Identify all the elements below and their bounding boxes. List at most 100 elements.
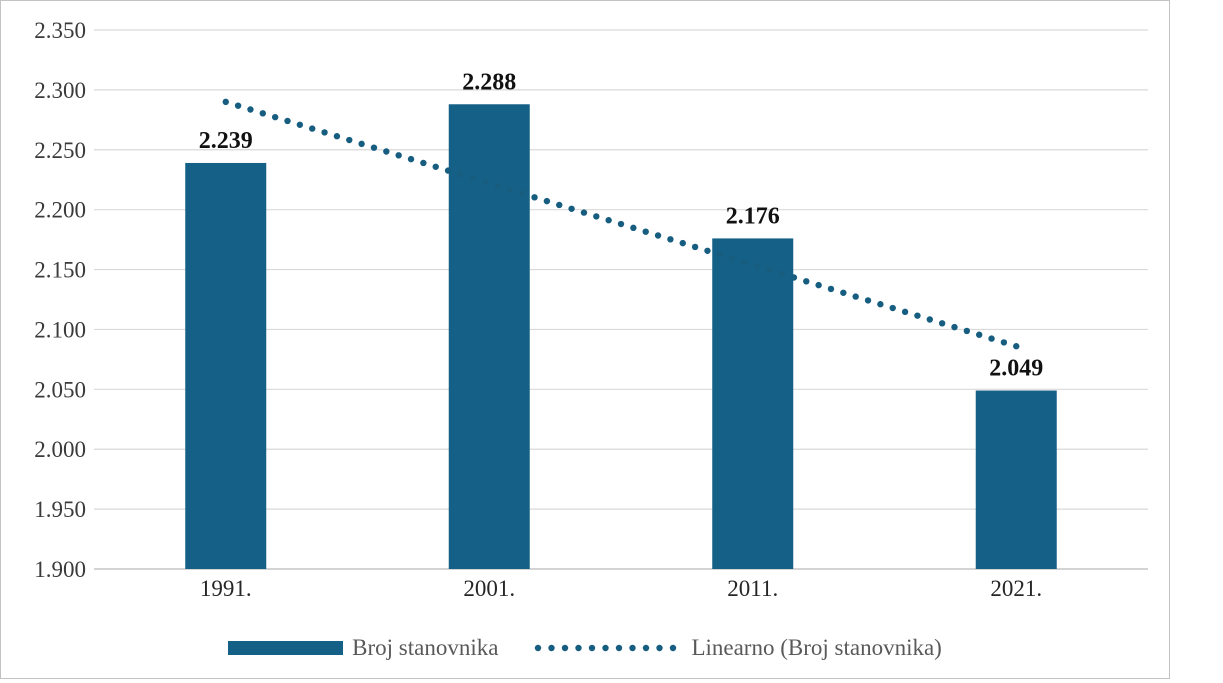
legend: Broj stanovnika Linearno (Broj stanovnik…	[1, 635, 1169, 661]
trendline-dot	[383, 148, 390, 155]
trendline-dot	[938, 320, 946, 327]
trendline-dot	[667, 236, 674, 243]
trendline-dot	[840, 289, 847, 296]
y-axis-tick-label: 2.300	[34, 78, 86, 103]
trendline-dot	[543, 197, 551, 205]
y-axis-tick-label: 2.050	[34, 377, 86, 402]
trendline-dot	[556, 201, 563, 209]
trendline-dot	[1013, 343, 1020, 350]
trendline-dot	[518, 190, 526, 197]
trendline-dot	[728, 255, 736, 262]
y-axis-tick-label: 1.900	[34, 557, 86, 582]
y-axis-tick-label: 2.200	[34, 198, 86, 223]
trendline-dot	[494, 182, 501, 190]
legend-label-linearno: Linearno (Broj stanovnika)	[691, 635, 942, 660]
trendline-dot	[988, 335, 995, 342]
y-axis-tick-label: 2.000	[34, 437, 86, 462]
legend-trendline-dot	[575, 644, 583, 652]
trendline-dot	[222, 98, 229, 106]
bar-1991.	[185, 162, 267, 569]
trendline-dot	[790, 274, 798, 281]
trendline-dot	[803, 278, 810, 285]
trendline-dot	[444, 167, 452, 174]
trendline-dot	[741, 259, 748, 266]
trendline-dot	[284, 117, 291, 125]
legend-item-linearno: Linearno (Broj stanovnika)	[532, 635, 942, 661]
x-axis-label: 2001.	[463, 576, 515, 601]
x-axis-label: 2011.	[727, 576, 778, 601]
legend-trendline-swatch	[535, 644, 677, 652]
legend-trendline-dot	[562, 644, 569, 652]
trendline-dot	[852, 293, 859, 300]
trendline-dot	[568, 205, 575, 212]
trendline-dot	[963, 327, 971, 335]
trendline-dot	[654, 232, 662, 239]
trendline-dot	[605, 217, 612, 224]
trendline-dot	[259, 110, 267, 117]
bar-value-label: 2.176	[726, 203, 780, 229]
legend-bar-swatch	[228, 641, 344, 655]
bar-2001.	[448, 104, 530, 570]
trendline-dot	[395, 152, 402, 159]
legend-trendline-dot	[670, 644, 677, 652]
trendline-dot	[296, 121, 304, 128]
trendline-dot	[271, 113, 279, 121]
trendline-dot	[333, 133, 341, 140]
trendline-dot	[691, 243, 699, 251]
chart-area: 1.900 1.950 2.000 2.050 2.100 2.150 2.200 2.250…	[0, 0, 1170, 679]
legend-trendline-dot	[656, 644, 664, 652]
y-axis-tick-label: 2.350	[34, 18, 86, 43]
trendline-dot	[679, 239, 686, 247]
trendline-dot	[753, 262, 761, 270]
legend-trendline-dot	[602, 644, 610, 652]
trendline-dot	[716, 251, 724, 258]
trendline-dot	[914, 312, 921, 319]
trendline-dot	[481, 178, 489, 186]
legend-trendline-dot	[535, 644, 542, 652]
trendline-dot	[420, 159, 427, 167]
trendline-dot	[234, 102, 242, 109]
trendline-dot	[704, 247, 711, 254]
y-axis-tick-label: 2.250	[34, 138, 86, 163]
legend-label-broj-stanovnika: Broj stanovnika	[352, 635, 499, 660]
trendline-dot	[864, 297, 872, 304]
bar-2021.	[975, 390, 1057, 569]
trendline-dot	[346, 136, 353, 144]
trendline-dot	[766, 266, 773, 274]
trendline-dot	[877, 301, 884, 308]
trendline-dot	[370, 144, 378, 151]
trendline-dot	[506, 186, 514, 193]
legend-item-broj-stanovnika: Broj stanovnika	[228, 635, 498, 661]
trendline-dot	[1000, 339, 1008, 346]
trendline-dot	[827, 285, 835, 293]
trendline-dot	[457, 171, 464, 178]
x-axis-label: 2021.	[990, 576, 1042, 601]
legend-trendline-dot	[643, 644, 650, 652]
trendline-dot	[321, 129, 328, 136]
legend-trendline-dot	[629, 644, 637, 652]
trendline-dot	[593, 213, 600, 220]
trendline-dot	[432, 163, 439, 170]
trendline-dot	[580, 209, 588, 216]
y-axis-tick-label: 1.950	[34, 497, 86, 522]
bar-2011.	[712, 238, 794, 569]
trendline-dot	[975, 331, 983, 338]
population-bar-chart: 1.900 1.950 2.000 2.050 2.100 2.150 2.200 2.250…	[34, 18, 1148, 601]
trendline-dot	[469, 175, 476, 182]
trendline-dot	[358, 140, 365, 148]
trendline-dot	[778, 270, 785, 277]
y-axis-tick-label: 2.150	[34, 258, 86, 283]
trendline-dot	[630, 224, 637, 232]
legend-trendline-dot	[616, 644, 623, 652]
trendline-dot	[247, 106, 254, 113]
trendline-dot	[926, 316, 933, 323]
trendline-dot	[531, 194, 538, 201]
trendline-dot	[889, 304, 896, 312]
trendline-dot	[617, 220, 625, 228]
trendline-dot	[309, 125, 316, 132]
bar-value-label: 2.288	[462, 69, 516, 95]
legend-trendline-dot	[589, 644, 596, 652]
trendline-dot	[951, 323, 958, 331]
y-axis-tick-label: 2.100	[34, 317, 86, 342]
trendline-dot	[901, 308, 909, 316]
